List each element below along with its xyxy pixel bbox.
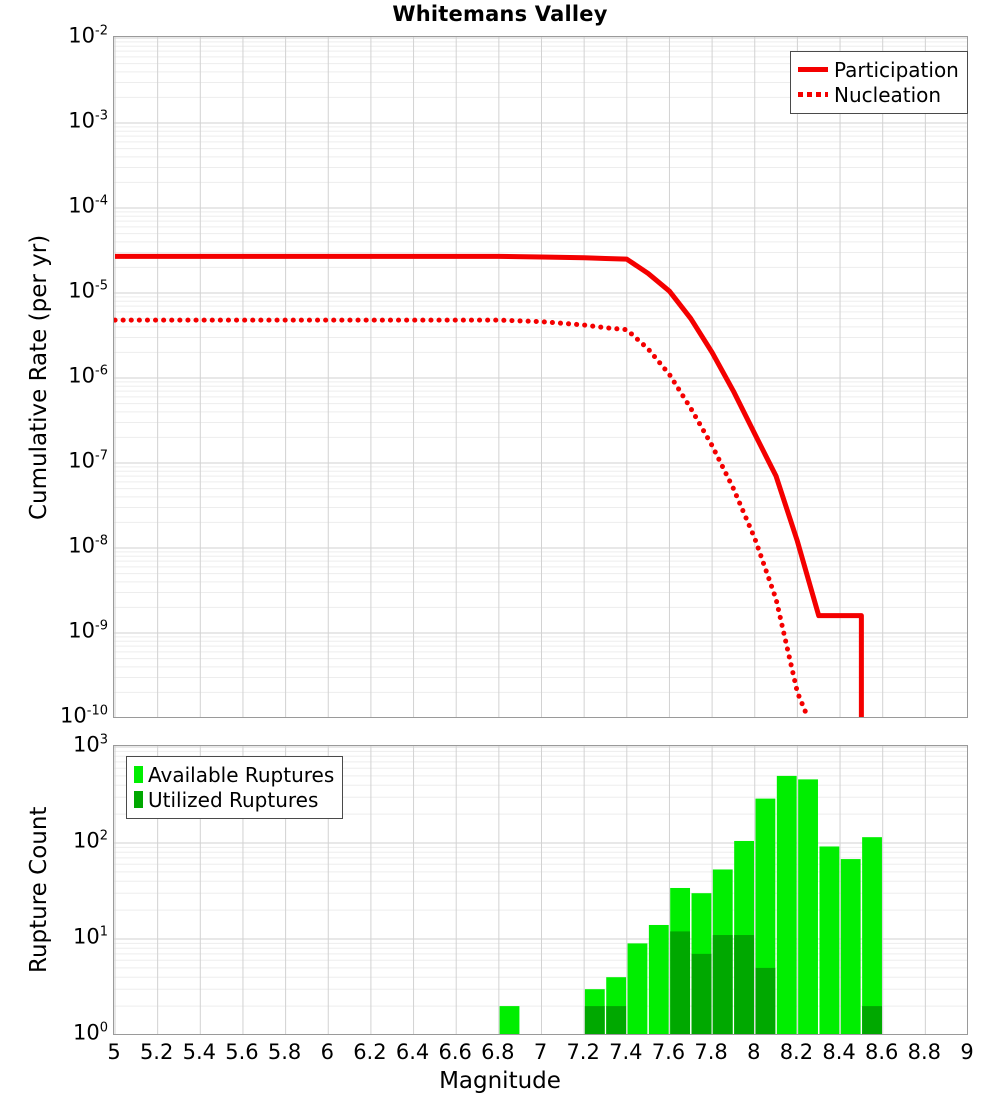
histogram-bar-available — [648, 924, 669, 1034]
y-axis-tick-label: 10-7 — [68, 448, 108, 473]
histogram-bar-available — [840, 859, 861, 1034]
dotted-line-swatch-icon — [798, 92, 828, 97]
histogram-bar-utilized — [606, 1006, 627, 1034]
x-axis-tick-label: 8.6 — [864, 1040, 899, 1064]
histogram-bar-utilized — [691, 953, 712, 1034]
x-axis-tick-label: 7.8 — [694, 1040, 728, 1064]
rupture-count-svg — [114, 746, 967, 1034]
x-axis-tick-label: 8 — [747, 1040, 761, 1064]
legend-item-available-ruptures[interactable]: Available Ruptures — [134, 762, 334, 787]
legend-label-participation: Participation — [834, 57, 959, 82]
x-axis-tick-label: 8.2 — [779, 1040, 814, 1064]
x-axis-tick-label: 6.8 — [481, 1040, 515, 1064]
y-axis-tick-label: 10-6 — [68, 363, 108, 388]
histogram-bar-utilized — [670, 931, 691, 1034]
histogram-bar-utilized — [712, 935, 733, 1034]
histogram-bar-available — [627, 943, 648, 1034]
x-axis-tick-label: 6.2 — [353, 1040, 387, 1064]
cumulative-rate-svg — [114, 37, 967, 717]
histogram-bar-utilized — [584, 1006, 605, 1034]
legend-label-available-ruptures: Available Ruptures — [148, 762, 335, 787]
curve-legend: Participation Nucleation — [790, 51, 968, 114]
top-panel-y-ticks: 10-2 10-3 10-4 10-5 10-6 10-7 10-8 10-9 10-10 — [0, 25, 108, 727]
histogram-bar-available — [798, 779, 818, 1034]
y-axis-tick-label: 10-3 — [68, 108, 108, 133]
histogram-bar-available — [862, 837, 882, 1034]
x-axis-tick-label: 5.6 — [225, 1040, 259, 1064]
bottom-panel-y-axis-title: Rupture Count — [26, 806, 52, 973]
utilized-color-swatch-icon — [134, 791, 143, 808]
available-color-swatch-icon — [134, 766, 143, 783]
top-panel-y-axis-title: Cumulative Rate (per yr) — [26, 234, 52, 520]
y-axis-tick-label: 102 — [72, 828, 108, 853]
histogram-bar-utilized — [862, 1006, 882, 1034]
histogram-bar-available — [776, 775, 797, 1034]
y-axis-tick-label: 10-10 — [60, 703, 108, 728]
legend-label-nucleation: Nucleation — [834, 82, 942, 107]
y-axis-tick-label: 101 — [72, 924, 108, 949]
x-axis-tick-label: 7.6 — [651, 1040, 686, 1064]
x-axis-tick-label: 7 — [533, 1040, 548, 1064]
x-axis-tick-label: 6.4 — [395, 1040, 430, 1064]
series-line-nucleation — [114, 317, 811, 717]
y-axis-tick-label: 100 — [72, 1020, 108, 1045]
x-axis-tick-label: 9 — [960, 1040, 974, 1064]
histogram-bar-available — [499, 1006, 520, 1034]
histogram-bar-utilized — [734, 935, 754, 1034]
series-line-participation — [115, 253, 864, 717]
cumulative-rate-plot-area — [113, 36, 968, 718]
x-axis-tick-label: 8.8 — [907, 1040, 942, 1064]
y-axis-tick-label: 10-9 — [68, 618, 108, 643]
solid-line-swatch-icon — [798, 67, 828, 72]
x-axis-title: Magnitude — [439, 1068, 561, 1094]
y-axis-tick-label: 103 — [72, 732, 108, 757]
histogram-legend: Available Ruptures Utilized Ruptures — [126, 756, 344, 819]
x-axis-tick-label: 6.6 — [438, 1040, 472, 1064]
x-axis-tick-label: 8.4 — [822, 1040, 856, 1064]
x-axis-tick-label: 5.4 — [182, 1040, 216, 1064]
x-axis-tick-label: 7.4 — [609, 1040, 643, 1064]
x-axis-tick-label: 5.8 — [267, 1040, 302, 1064]
y-axis-tick-label: 10-8 — [68, 533, 108, 558]
y-axis-tick-label: 10-5 — [68, 278, 108, 303]
x-axis-tick-label: 7.2 — [566, 1040, 600, 1064]
x-axis-tick-label: 5 — [107, 1040, 121, 1064]
legend-item-utilized-ruptures[interactable]: Utilized Ruptures — [134, 787, 334, 812]
y-axis-tick-label: 10-2 — [68, 23, 108, 48]
x-axis-tick-label: 5.2 — [139, 1040, 174, 1064]
histogram-bar-available — [819, 846, 840, 1034]
legend-item-participation[interactable]: Participation — [798, 57, 959, 82]
bottom-panel-y-ticks: 103 102 101 100 — [0, 734, 108, 1044]
legend-item-nucleation[interactable]: Nucleation — [798, 82, 959, 107]
legend-label-utilized-ruptures: Utilized Ruptures — [148, 787, 319, 812]
histogram-bar-utilized — [755, 967, 776, 1034]
x-axis-tick-label: 6 — [320, 1040, 334, 1064]
y-axis-tick-label: 10-4 — [68, 193, 108, 218]
chart-title: Whitemans Valley — [392, 2, 608, 26]
